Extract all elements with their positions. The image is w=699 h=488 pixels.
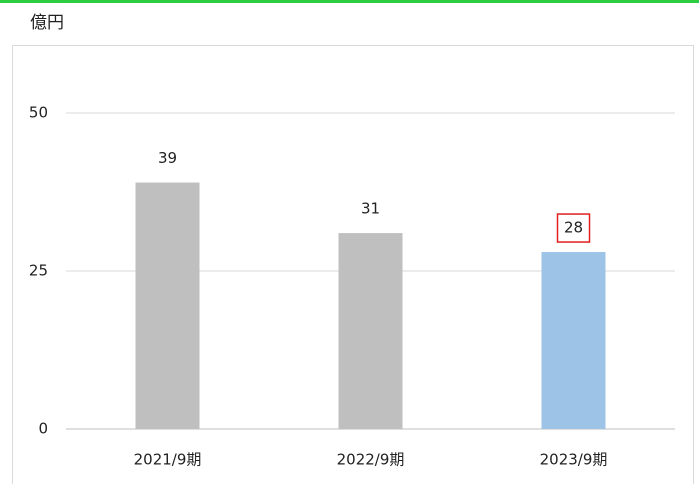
y-tick-label: 50: [29, 104, 48, 122]
top-accent: [0, 0, 699, 3]
highlight-box: [556, 213, 591, 243]
data-label: 31: [361, 200, 380, 218]
y-tick-label: 0: [38, 420, 48, 438]
x-tick-label: 2021/9期: [134, 451, 202, 469]
data-label: 28: [564, 219, 583, 237]
x-tick-label: 2023/9期: [540, 451, 608, 469]
unit-label: 億円: [30, 13, 64, 33]
data-label: 39: [158, 149, 177, 167]
bar: [135, 182, 200, 429]
bar: [541, 252, 606, 429]
bar: [338, 233, 403, 429]
y-tick-label: 25: [29, 262, 48, 280]
x-tick-label: 2022/9期: [337, 451, 405, 469]
chart-frame: [12, 45, 694, 488]
